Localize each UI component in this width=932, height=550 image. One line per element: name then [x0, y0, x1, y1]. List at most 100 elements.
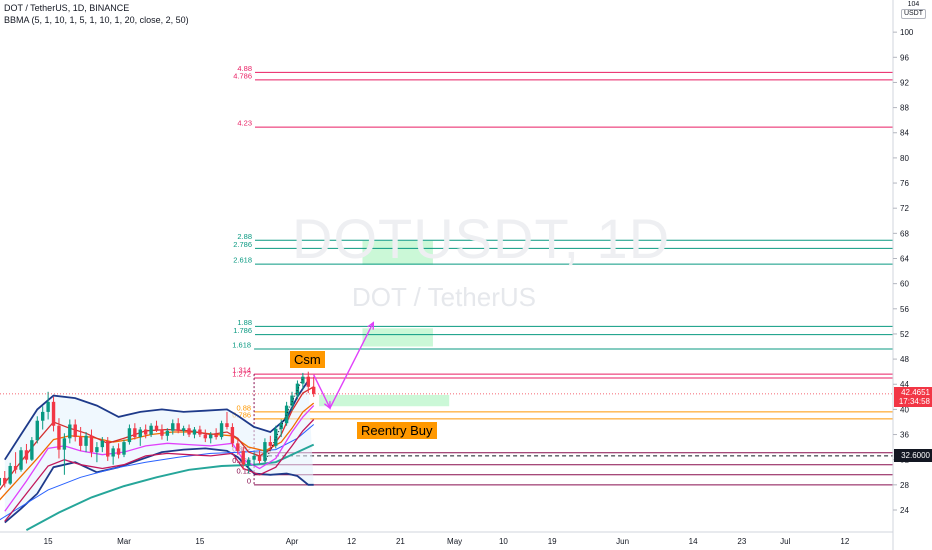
- y-tick-label: 96: [900, 53, 909, 62]
- x-tick-label: 12: [347, 537, 356, 546]
- candle-body: [73, 424, 77, 438]
- mid-band-line: [0, 424, 315, 521]
- candle-body: [181, 428, 186, 431]
- candle-body: [116, 448, 121, 455]
- candle-body: [13, 465, 18, 470]
- dotted-trendline: [264, 377, 304, 463]
- target-zones: [319, 240, 450, 407]
- candle-body: [41, 411, 45, 421]
- fib-level-label: 1.88: [237, 318, 252, 327]
- chart-title[interactable]: DOT / TetherUS, 1D, BINANCE: [4, 3, 130, 13]
- lwma-high-line: [4, 405, 315, 512]
- price-axis[interactable]: 2428323640444852566064687276808488929610…: [892, 0, 914, 550]
- y-tick-label: 24: [900, 506, 909, 515]
- candle-body: [0, 477, 2, 486]
- candle-body: [198, 429, 202, 435]
- candle-body: [111, 448, 115, 457]
- candle-body: [219, 423, 224, 438]
- y-tick-label: 88: [900, 104, 909, 113]
- candle-body: [84, 435, 88, 446]
- fib-level-label: 0.12: [236, 466, 251, 475]
- fib-level-label: 4.786: [233, 71, 252, 80]
- candle-body: [160, 429, 164, 436]
- candle-body: [3, 477, 7, 484]
- x-tick-label: 10: [499, 537, 508, 546]
- candle-body: [89, 435, 94, 453]
- candle-body: [236, 443, 240, 451]
- candle-body: [35, 420, 39, 441]
- y-tick-label: 76: [900, 179, 909, 188]
- y-tick-label: 64: [900, 254, 909, 263]
- x-tick-label: 21: [396, 537, 405, 546]
- candle-body: [246, 459, 251, 465]
- candle-body: [19, 450, 23, 470]
- candle-body: [95, 447, 99, 453]
- watermark-symbol: DOTUSDT, 1D: [292, 207, 671, 270]
- candle-body: [225, 423, 229, 427]
- candle-body: [149, 425, 153, 435]
- bollinger-band-fill: [4, 380, 314, 523]
- y-tick-label: 100: [900, 28, 914, 37]
- candle-body: [8, 465, 12, 484]
- watermark-name: DOT / TetherUS: [352, 282, 536, 312]
- x-tick-label: Apr: [286, 537, 299, 546]
- fib-level-label: 4.88: [237, 64, 252, 73]
- candle-body: [203, 434, 207, 439]
- currency-label[interactable]: 104 USDT: [900, 1, 926, 19]
- lwma-low-line: [4, 419, 315, 522]
- candle-body: [154, 425, 159, 430]
- candle-body: [290, 395, 294, 406]
- bollinger-upper-line: [4, 379, 310, 461]
- x-tick-label: Jul: [780, 537, 790, 546]
- candle-body: [24, 450, 29, 460]
- candle-body: [133, 428, 137, 438]
- csm-note[interactable]: Csm: [290, 351, 325, 368]
- x-tick-label: May: [447, 537, 462, 546]
- fib-level-label: 0.88: [236, 403, 251, 412]
- candle-body: [143, 429, 148, 435]
- target-zone: [362, 240, 433, 265]
- candle-body: [62, 438, 67, 450]
- candle-body: [46, 401, 50, 412]
- fib-level-label: 1.786: [233, 326, 252, 335]
- fib-level-label: 1.314: [232, 366, 251, 375]
- candle-body: [241, 450, 245, 465]
- ema50-line: [25, 443, 315, 531]
- candle-body: [138, 429, 142, 438]
- candle-body: [230, 427, 235, 444]
- candle-body: [284, 405, 289, 424]
- reentry-buy-note[interactable]: Reentry Buy: [357, 422, 437, 439]
- candle-body: [30, 440, 34, 460]
- time-axis[interactable]: 15 Mar 15 Apr 12 21 May 10 19 Jun 14 23 Jul 12: [0, 531, 893, 546]
- candle-body: [209, 434, 213, 439]
- fibonacci-levels: 4.884.786 4.23 2.882.786 2.618 1.881.786 1.61…: [232, 64, 893, 486]
- fib-level-label: 2.618: [233, 256, 252, 265]
- level-price-tag[interactable]: 32.6000: [894, 449, 932, 462]
- candle-body: [122, 442, 126, 455]
- candle-body: [68, 424, 72, 439]
- y-tick-label: 92: [900, 78, 909, 87]
- x-tick-label: Mar: [117, 537, 131, 546]
- fib-level-label: 1.618: [232, 341, 251, 350]
- y-tick-label: 56: [900, 305, 909, 314]
- candle-body: [312, 386, 316, 394]
- last-price-tag[interactable]: 42.4651 17:34:58: [894, 387, 932, 407]
- candle-body: [187, 428, 191, 435]
- candle-body: [257, 455, 262, 461]
- y-tick-label: 36: [900, 431, 909, 440]
- candle-body: [214, 434, 218, 438]
- indicator-legend[interactable]: BBMA (5, 1, 10, 1, 5, 1, 10, 1, 20, clos…: [4, 15, 189, 25]
- y-tick-label: 40: [900, 405, 909, 414]
- target-zone: [319, 394, 450, 407]
- currency-code: USDT: [900, 9, 926, 19]
- x-tick-label: Jun: [616, 537, 629, 546]
- bar-countdown: 17:34:58: [898, 397, 930, 406]
- candle-body: [306, 376, 310, 387]
- y-tick-label: 68: [900, 229, 909, 238]
- y-tick-label: 80: [900, 154, 909, 163]
- projection-arrowhead-up: [367, 321, 375, 330]
- projection-arrowhead-down: [324, 401, 331, 410]
- candle-body: [192, 429, 197, 435]
- y-tick-label: 60: [900, 280, 909, 289]
